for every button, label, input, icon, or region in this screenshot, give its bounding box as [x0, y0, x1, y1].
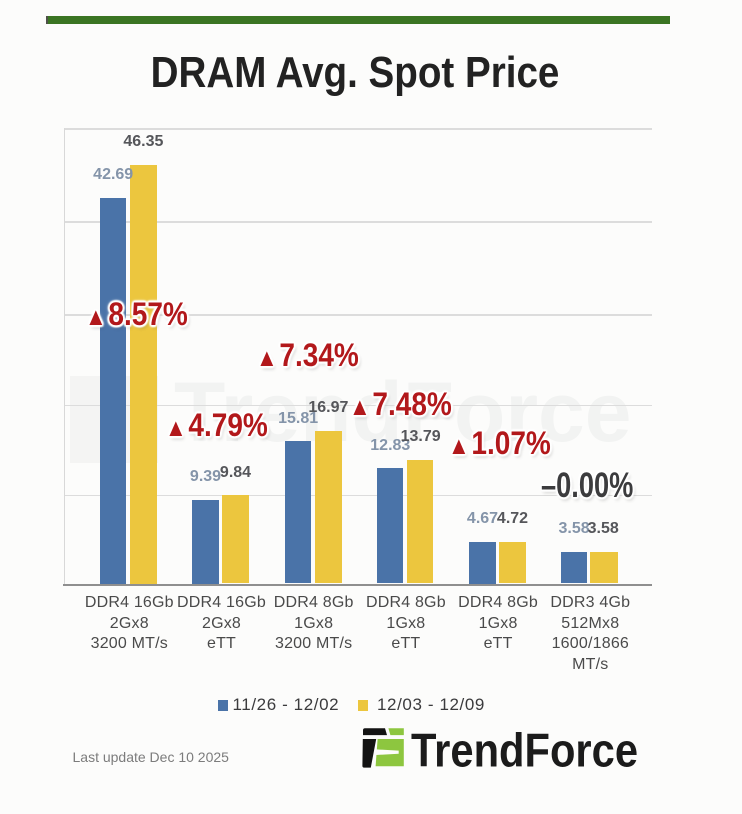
- svg-text:TrendForce: TrendForce: [411, 724, 638, 777]
